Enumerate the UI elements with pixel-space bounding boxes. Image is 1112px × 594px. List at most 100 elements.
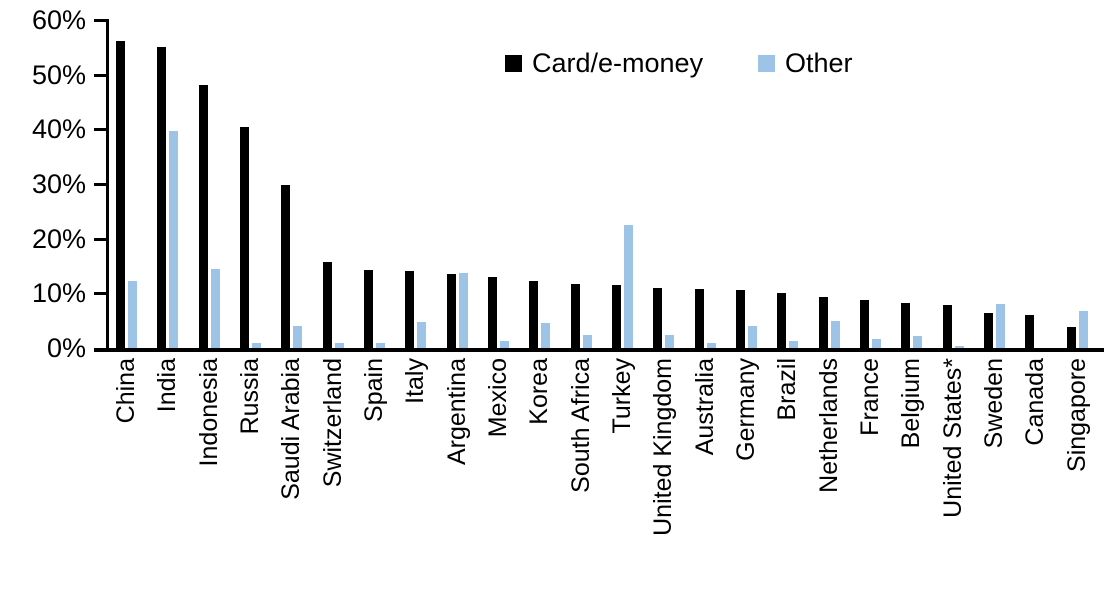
other-bar [789, 341, 799, 348]
category-group [974, 20, 1015, 348]
x-axis-labels: China India Indonesia Russia Saudi Arabia Swi… [106, 358, 1098, 594]
x-axis-label-cell: Belgium [891, 358, 932, 594]
other-bar [913, 336, 923, 348]
card-bar [488, 277, 498, 348]
category-group [271, 20, 312, 348]
x-axis-label: France [856, 358, 885, 436]
other-bar [293, 326, 303, 348]
x-axis-label-cell: Mexico [478, 358, 519, 594]
bars-area [106, 20, 1098, 348]
category-group [891, 20, 932, 348]
x-axis-label: Switzerland [318, 358, 347, 488]
y-tick-label: 30% [31, 169, 86, 199]
category-group [1015, 20, 1056, 348]
card-bar [653, 288, 663, 348]
category-group [437, 20, 478, 348]
legend-swatch-other-icon [758, 55, 775, 72]
card-bar [322, 262, 332, 348]
x-axis-label: Brazil [773, 358, 802, 421]
card-bar [364, 270, 374, 348]
y-axis-line [106, 19, 109, 349]
x-axis-label-cell: Germany [726, 358, 767, 594]
x-axis-label: South Africa [566, 358, 595, 493]
card-bar [736, 290, 746, 348]
x-axis-label-cell: Brazil [767, 358, 808, 594]
x-axis-label: Mexico [484, 358, 513, 438]
other-bar [417, 322, 427, 348]
x-axis-label: China [112, 358, 141, 424]
y-tick-mark [94, 292, 106, 296]
card-bar [281, 185, 291, 348]
other-bar [582, 335, 592, 348]
x-axis-label-cell: Saudi Arabia [271, 358, 312, 594]
legend-label-other: Other [785, 48, 853, 78]
other-bar [706, 343, 716, 348]
x-axis-label: Saudi Arabia [277, 358, 306, 500]
x-axis-label: Korea [525, 358, 554, 425]
other-bar [954, 346, 964, 348]
x-axis-label: Argentina [442, 358, 471, 466]
card-bar [570, 284, 580, 348]
y-tick-mark [94, 183, 106, 186]
x-axis-label: Singapore [1062, 358, 1091, 472]
category-group [685, 20, 726, 348]
card-bar [157, 47, 167, 348]
x-axis-label-cell: Indonesia [189, 358, 230, 594]
category-group [230, 20, 271, 348]
other-bar [665, 335, 675, 348]
x-axis-label-cell: Argentina [437, 358, 478, 594]
x-axis-label-cell: France [850, 358, 891, 594]
x-axis-label-cell: India [147, 358, 188, 594]
legend-swatch-card-icon [505, 55, 522, 72]
other-bar [872, 339, 882, 348]
card-bar [984, 313, 994, 348]
other-bar [169, 131, 179, 348]
y-tick-mark [94, 237, 106, 241]
other-bar [830, 321, 840, 348]
x-axis-line [94, 348, 1104, 352]
category-group [395, 20, 436, 348]
y-tick-label: 50% [31, 59, 86, 90]
x-axis-label: Canada [1021, 358, 1050, 446]
y-tick-label: 60% [31, 5, 86, 35]
other-bar [541, 323, 551, 348]
category-group [106, 20, 147, 348]
category-group [147, 20, 188, 348]
other-bar [128, 281, 138, 348]
y-tick-label: 20% [31, 223, 86, 254]
legend-label-card: Card/e-money [532, 48, 704, 78]
x-axis-label-cell: Switzerland [313, 358, 354, 594]
other-bar [458, 273, 468, 348]
other-bar [500, 341, 510, 348]
x-axis-label: United Kingdom [649, 358, 678, 536]
x-axis-label: Italy [401, 358, 430, 404]
other-bar [996, 304, 1006, 348]
card-bar [942, 305, 952, 348]
legend-item-card: Card/e-money [505, 48, 703, 79]
x-axis-label: Netherlands [814, 358, 843, 493]
card-bar [694, 289, 704, 348]
x-axis-label-cell: United Kingdom [643, 358, 684, 594]
card-bar [860, 300, 870, 348]
card-bar [1025, 315, 1035, 348]
category-group [519, 20, 560, 348]
x-axis-label-cell: Netherlands [809, 358, 850, 594]
x-axis-label: Turkey [608, 358, 637, 434]
card-bar [901, 303, 911, 348]
other-bar [376, 343, 386, 348]
y-tick-label: 10% [31, 278, 86, 309]
other-bar [334, 343, 344, 348]
other-bar [748, 326, 758, 348]
x-axis-label: Germany [732, 358, 761, 461]
category-group [643, 20, 684, 348]
category-group [1057, 20, 1098, 348]
card-bar [116, 41, 126, 348]
x-axis-label-cell: Canada [1015, 358, 1056, 594]
x-axis-label-cell: Italy [395, 358, 436, 594]
category-group [933, 20, 974, 348]
card-bar [777, 293, 787, 348]
x-axis-label-cell: China [106, 358, 147, 594]
x-axis-label: Belgium [897, 358, 926, 449]
x-axis-label: India [153, 358, 182, 413]
